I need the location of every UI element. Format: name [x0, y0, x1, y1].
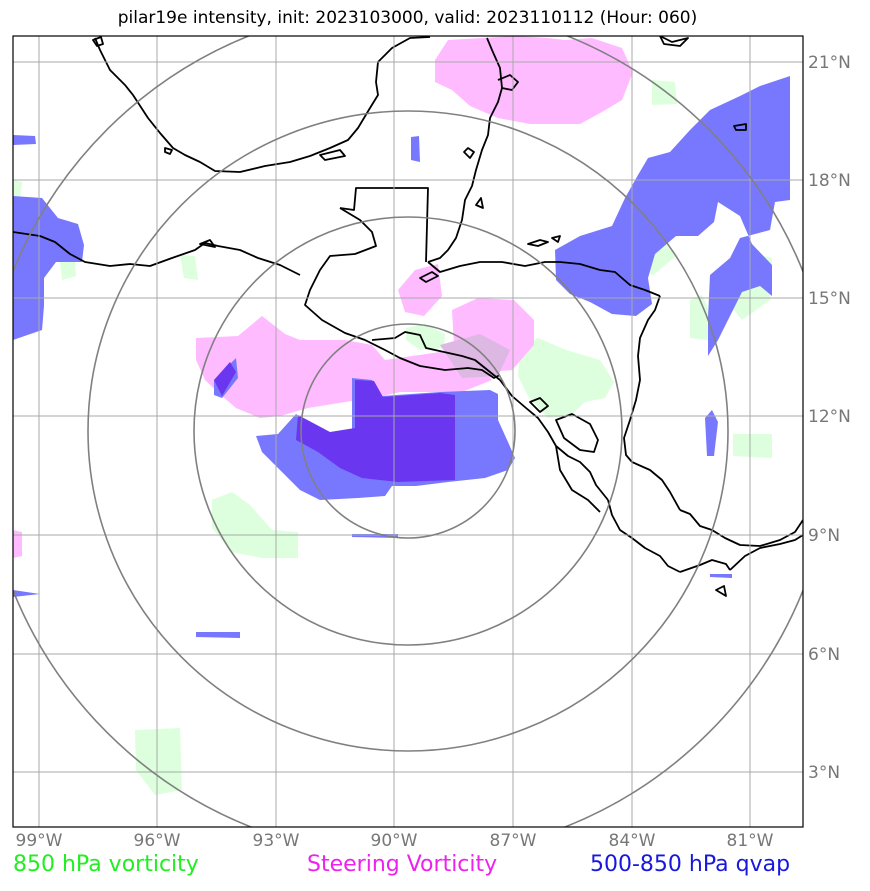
qvap-layer — [13, 76, 790, 638]
lon-tick: 87°W — [490, 831, 537, 851]
lon-tick: 99°W — [16, 831, 63, 851]
lat-tick: 21°N — [808, 53, 851, 73]
plot-frame — [12, 35, 804, 828]
lon-tick-labels: 99°W 96°W 93°W 90°W 87°W 84°W 81°W — [16, 831, 774, 851]
overlap-layer — [214, 334, 510, 482]
lon-tick: 93°W — [253, 831, 300, 851]
lat-tick: 18°N — [808, 171, 851, 191]
lon-tick: 81°W — [727, 831, 774, 851]
range-rings — [13, 36, 803, 827]
lat-tick: 15°N — [808, 289, 851, 309]
gridlines — [13, 36, 803, 827]
map-title: pilar19e intensity, init: 2023103000, va… — [117, 8, 698, 28]
lat-tick: 12°N — [808, 407, 851, 427]
lon-tick: 90°W — [371, 831, 418, 851]
lat-tick-labels: 21°N 18°N 15°N 12°N 9°N 6°N 3°N — [808, 53, 851, 783]
lat-tick: 9°N — [808, 526, 840, 546]
lat-tick: 6°N — [808, 645, 840, 665]
lon-tick: 96°W — [134, 831, 181, 851]
legend-vorticity-850: 850 hPa vorticity — [13, 852, 199, 877]
legend-qvap: 500-850 hPa qvap — [590, 852, 791, 877]
legend-steering-vorticity: Steering Vorticity — [307, 852, 498, 877]
lon-tick: 84°W — [609, 831, 656, 851]
lat-tick: 3°N — [808, 763, 840, 783]
coastlines — [13, 36, 803, 597]
